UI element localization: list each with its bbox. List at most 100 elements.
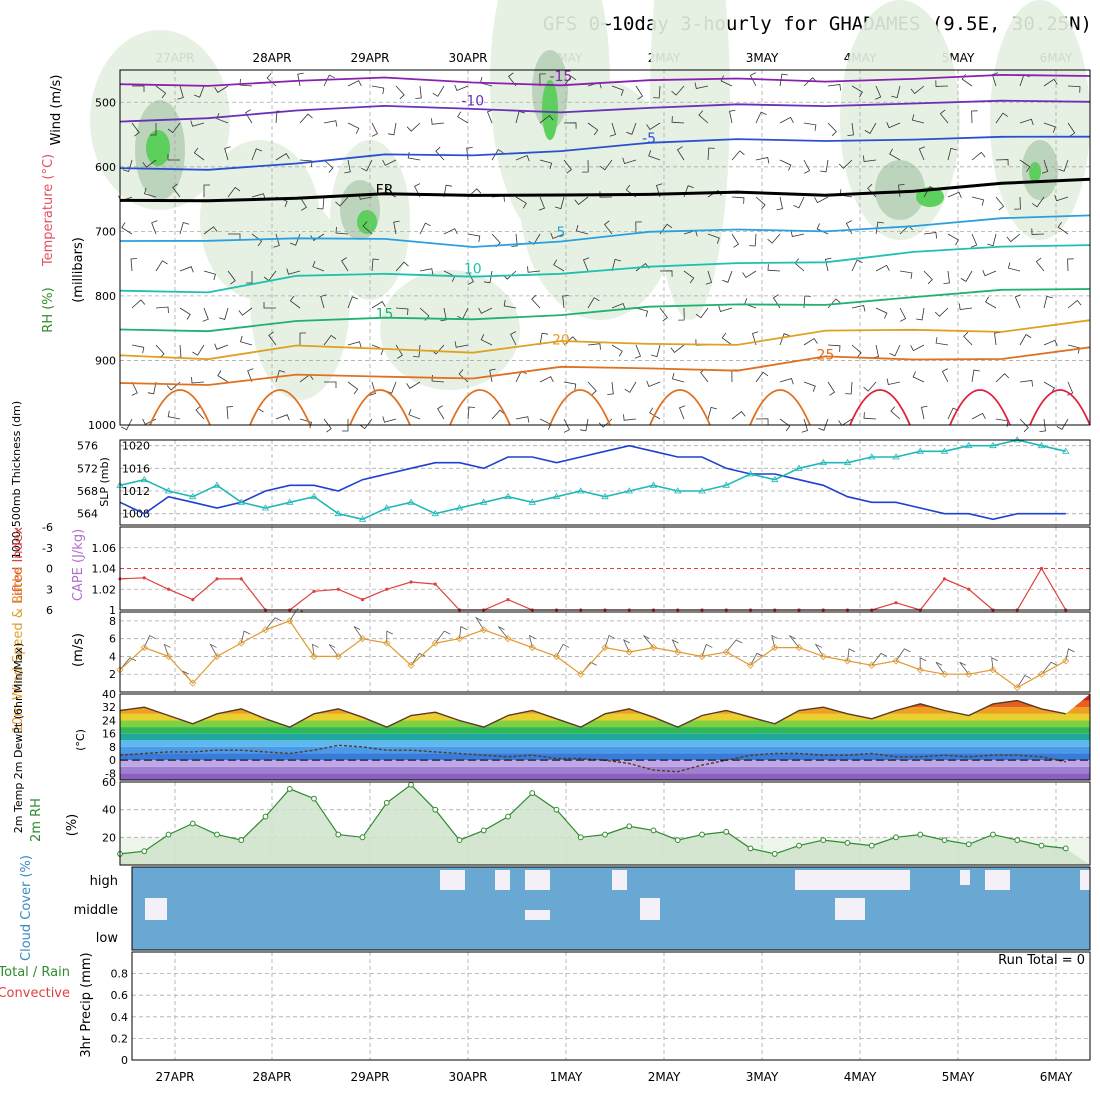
wind-barb — [432, 85, 445, 97]
cloud-gap — [1080, 870, 1090, 890]
wind-barb — [324, 381, 337, 388]
wind-barb — [701, 643, 713, 657]
wind-barb — [582, 159, 589, 173]
wind-barb — [991, 657, 998, 670]
wind-barb — [755, 157, 770, 164]
wind-point — [843, 657, 852, 665]
pressure-tick-label: 500 — [95, 96, 116, 109]
wind-barb — [191, 376, 205, 384]
rh-area — [120, 784, 1090, 865]
cloud-fill — [132, 867, 1090, 950]
wind-point — [455, 635, 464, 643]
surface-isotherm — [849, 389, 911, 426]
wind-barb — [410, 652, 426, 666]
wind-barb — [142, 159, 157, 168]
temp-band — [120, 753, 1090, 761]
wind-barb — [371, 301, 386, 309]
wind-barb — [707, 406, 718, 420]
wind-barb — [863, 155, 877, 162]
wind-barb — [587, 381, 597, 396]
wind-barb — [943, 270, 950, 284]
wind-barb — [263, 302, 276, 309]
thickness-point — [528, 498, 536, 505]
rh-point — [456, 837, 463, 843]
temp-band — [120, 766, 1090, 774]
wind-tick-label: 6 — [109, 633, 116, 646]
thickness-point — [261, 504, 270, 511]
wind-barb — [720, 75, 733, 87]
wind-barb — [838, 159, 853, 169]
wind-point — [771, 643, 779, 652]
wind-point — [286, 617, 294, 625]
wind-barb — [960, 270, 973, 282]
wind-barb — [214, 85, 229, 93]
wind-barb — [457, 111, 469, 124]
cape-point — [312, 589, 316, 593]
wind-barb — [919, 657, 927, 670]
rh-point — [650, 827, 657, 834]
cape-point — [191, 598, 195, 602]
thickness-tick-label: 564 — [77, 508, 98, 521]
thickness-point — [940, 447, 949, 454]
cloud-cover-panel: high middle low — [74, 866, 1091, 951]
wind-barb — [275, 153, 290, 161]
surface-isotherm — [949, 389, 1011, 426]
wind-point — [1013, 683, 1021, 692]
wind-barb — [971, 233, 978, 248]
temp-tick-label: -8 — [105, 767, 116, 780]
wind-barb — [435, 146, 445, 161]
wind-barb — [224, 146, 231, 161]
wind-barb — [132, 85, 145, 92]
bottom-date-label: 6MAY — [1040, 1070, 1073, 1084]
panel-frame — [119, 611, 1091, 693]
bottom-date-label: 1MAY — [550, 1070, 583, 1084]
wind-barb — [886, 122, 901, 129]
wind-barb — [622, 639, 630, 653]
wind-barb — [179, 266, 194, 273]
wind-barb — [503, 299, 517, 309]
cloud-level-label: high — [90, 874, 118, 889]
rh2m-axis-label: 2m RH — [29, 798, 44, 842]
wind-barb — [361, 159, 373, 172]
wind-barb — [386, 630, 393, 644]
wind-barb — [562, 295, 569, 309]
rh-axis-label: RH (%) — [41, 287, 56, 332]
rh-tick-label: 60 — [102, 776, 116, 789]
wind-barb — [251, 148, 263, 161]
wind-barb — [563, 418, 570, 433]
lifted-index-tick-label: 3 — [46, 583, 53, 596]
wind-barb — [289, 608, 304, 622]
rh-shade — [520, 80, 680, 320]
bottom-date-label: 28APR — [252, 1070, 291, 1084]
wind-barb — [475, 616, 485, 630]
wind-barb — [671, 116, 685, 124]
wind-point — [528, 643, 536, 652]
temp-band — [120, 720, 1090, 728]
rh-point — [796, 842, 802, 849]
cape-point — [239, 577, 243, 581]
wind-point — [310, 652, 318, 661]
wind-barb — [941, 368, 949, 383]
isotherm-5 — [119, 214, 1091, 248]
cloud-gap — [525, 870, 550, 890]
wind-barb — [814, 643, 824, 657]
wind-barb — [722, 270, 733, 283]
wind-barb — [891, 85, 901, 99]
wind-barb — [489, 368, 496, 383]
wind-barb — [538, 196, 546, 211]
top-date-label: 28APR — [252, 51, 291, 65]
wind-barb — [408, 408, 421, 420]
wind-barb — [889, 344, 901, 357]
wind-barb — [643, 635, 654, 648]
wind-barb — [875, 264, 890, 272]
wind-barb — [755, 371, 769, 383]
rh-shade — [840, 0, 960, 240]
thickness-point — [164, 487, 173, 494]
cloud-gap — [640, 898, 660, 920]
wind-barb — [574, 196, 589, 205]
panel-frame — [119, 439, 1091, 526]
wind-barb — [480, 334, 493, 346]
precip-total-rain-label: Total / Rain — [0, 965, 70, 980]
wind-barb — [510, 331, 517, 346]
